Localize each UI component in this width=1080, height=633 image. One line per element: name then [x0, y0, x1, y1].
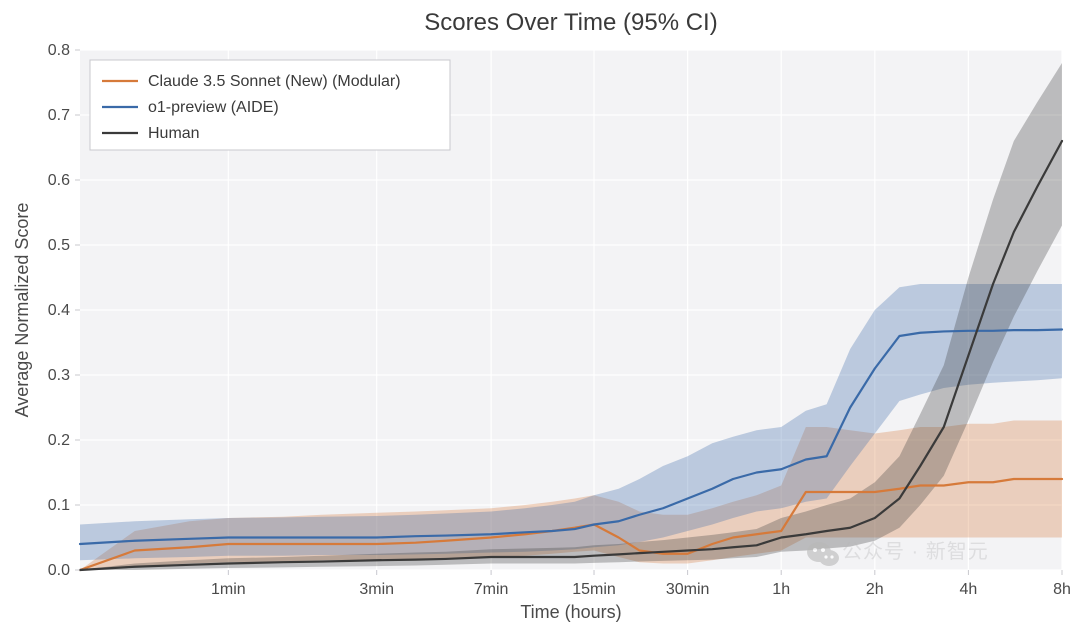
ytick-label: 0.4 — [48, 302, 70, 319]
xtick-label: 7min — [474, 581, 509, 598]
xtick-label: 1h — [772, 581, 790, 598]
ytick-label: 0.7 — [48, 107, 70, 124]
y-axis-label: Average Normalized Score — [12, 203, 32, 418]
xtick-label: 8h — [1053, 581, 1071, 598]
ytick-label: 0.3 — [48, 367, 70, 384]
ytick-label: 0.1 — [48, 497, 70, 514]
legend-item-label: o1-preview (AIDE) — [148, 99, 279, 116]
ytick-label: 0.6 — [48, 172, 70, 189]
legend-item-label: Claude 3.5 Sonnet (New) (Modular) — [148, 73, 401, 90]
xtick-label: 30min — [666, 581, 710, 598]
legend-item-label: Human — [148, 125, 200, 142]
chart-title: Scores Over Time (95% CI) — [424, 9, 717, 36]
xtick-label: 1min — [211, 581, 246, 598]
ytick-label: 0.8 — [48, 42, 70, 59]
watermark-text: 公众号 · 新智元 — [842, 540, 989, 563]
ytick-label: 0.2 — [48, 432, 70, 449]
chart-container: 0.0 0.1 0.2 0.3 0.4 0.5 0.6 0.7 0.8 1min 3min 7min 1… — [0, 0, 1080, 633]
line-chart: 0.0 0.1 0.2 0.3 0.4 0.5 0.6 0.7 0.8 1min 3min 7min 1… — [0, 0, 1080, 633]
ytick-label: 0.0 — [48, 562, 70, 579]
xtick-label: 2h — [866, 581, 884, 598]
x-axis-label: Time (hours) — [520, 602, 621, 622]
xtick-label: 4h — [960, 581, 978, 598]
legend: Claude 3.5 Sonnet (New) (Modular) o1-prev… — [90, 60, 450, 150]
ytick-label: 0.5 — [48, 237, 70, 254]
xtick-label: 3min — [359, 581, 394, 598]
xtick-label: 15min — [572, 581, 616, 598]
